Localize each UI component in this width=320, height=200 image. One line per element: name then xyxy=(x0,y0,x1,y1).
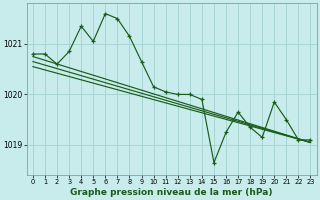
X-axis label: Graphe pression niveau de la mer (hPa): Graphe pression niveau de la mer (hPa) xyxy=(70,188,273,197)
